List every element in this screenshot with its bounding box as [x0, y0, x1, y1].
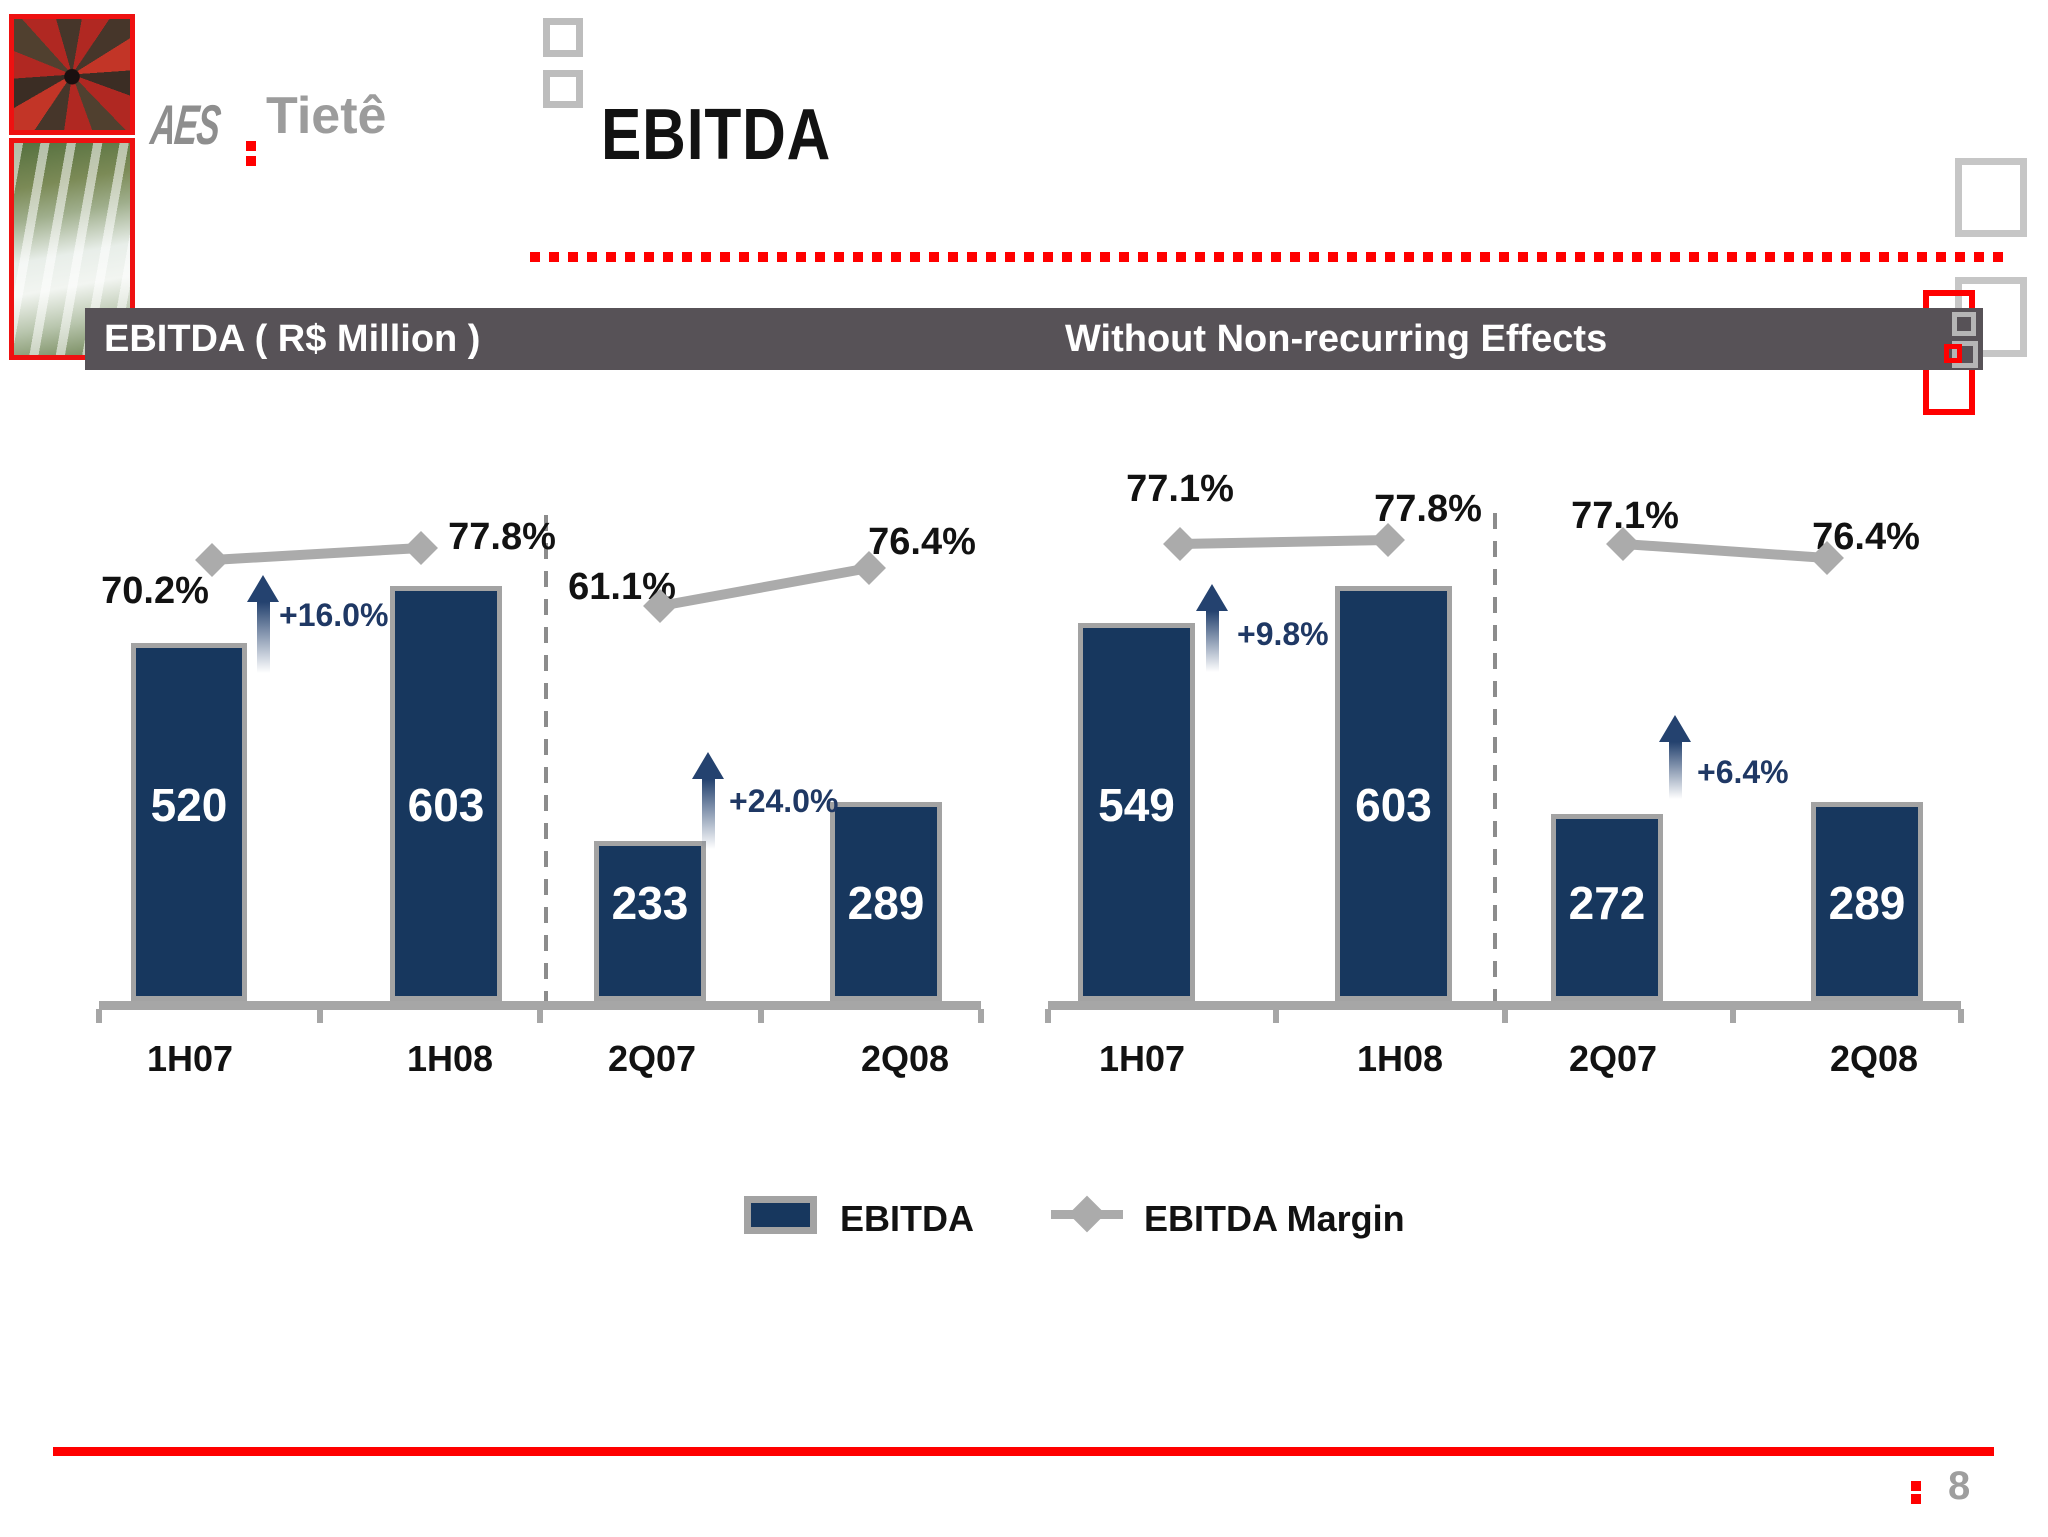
header-right-label: Without Non-recurring Effects — [1065, 318, 1608, 360]
margin-value-label: 77.8% — [1374, 488, 1482, 530]
arrow-tail — [1668, 742, 1682, 799]
legend-ebitda-label: EBITDA — [840, 1198, 974, 1239]
header-left-label: EBITDA ( R$ Million ) — [104, 318, 481, 360]
legend-bar-swatch-fill — [751, 1203, 810, 1227]
x-axis-label: 2Q08 — [860, 1038, 950, 1079]
margin-diamond-marker — [404, 531, 438, 565]
axis-tick — [1273, 1009, 1280, 1023]
x-axis-label: 2Q08 — [1829, 1038, 1919, 1079]
decor-square-icon — [1955, 158, 2027, 237]
legend-bar-swatch — [744, 1196, 817, 1234]
page-title: EBITDA — [601, 95, 832, 175]
growth-percent-label: +9.8% — [1237, 616, 1329, 652]
footer-colon-dot — [1911, 1494, 1921, 1504]
bar-value-label: 272 — [1568, 877, 1646, 929]
aes-logo: AES — [148, 93, 223, 156]
arrow-tail — [256, 602, 270, 673]
bar-1H08: 603 — [390, 586, 502, 1001]
logo-tiete-label: Tietê — [266, 87, 387, 145]
group-divider — [1493, 513, 1497, 1001]
arrow-tail — [1205, 611, 1219, 672]
arrow-head — [692, 752, 724, 779]
section-header-bar: EBITDA ( R$ Million ) Without Non-recurr… — [85, 308, 1983, 370]
margin-value-label: 76.4% — [1812, 516, 1920, 558]
axis-tick — [978, 1009, 984, 1023]
bar-value-label: 289 — [1828, 877, 1906, 929]
margin-value-label: 77.1% — [1571, 495, 1679, 537]
logo-colon-dot — [246, 141, 256, 151]
bar-value-label: 289 — [847, 877, 925, 929]
turbine-photo — [9, 14, 135, 135]
growth-percent-label: +16.0% — [279, 597, 389, 633]
footer-red-line — [53, 1447, 1994, 1456]
bar-2Q07: 233 — [594, 841, 706, 1001]
margin-line — [1179, 535, 1389, 549]
growth-arrow-icon — [247, 575, 279, 673]
x-axis-label: 2Q07 — [1568, 1038, 1658, 1079]
axis-tick — [96, 1009, 102, 1023]
decor-square-icon — [1952, 341, 1978, 368]
margin-line — [659, 563, 870, 611]
bar-value-label: 603 — [1355, 779, 1432, 831]
x-axis — [1048, 1001, 1961, 1010]
margin-value-label: 70.2% — [101, 570, 209, 612]
dotted-divider — [530, 252, 2012, 262]
bar-value-label: 520 — [150, 779, 228, 831]
bar-2Q08: 289 — [1811, 802, 1923, 1001]
arrow-head — [1196, 584, 1228, 611]
bar-value-label: 549 — [1098, 779, 1175, 831]
margin-value-label: 77.1% — [1126, 468, 1234, 510]
axis-tick — [757, 1009, 764, 1023]
arrow-head — [1659, 715, 1691, 742]
axis-tick — [1729, 1009, 1736, 1023]
decor-square-icon — [1952, 312, 1976, 336]
margin-line — [1622, 539, 1828, 563]
bar-1H08: 603 — [1335, 586, 1452, 1001]
margin-diamond-marker — [1163, 527, 1197, 561]
arrow-head — [247, 575, 279, 602]
bar-1H07: 549 — [1078, 623, 1195, 1001]
growth-arrow-icon — [1659, 715, 1691, 799]
axis-tick — [537, 1009, 543, 1023]
legend-diamond-icon — [1068, 1195, 1106, 1233]
axis-tick — [316, 1009, 323, 1023]
growth-percent-label: +24.0% — [729, 783, 839, 819]
bar-2Q07: 272 — [1551, 814, 1663, 1001]
growth-arrow-icon — [692, 752, 724, 849]
footer-colon-dot — [1911, 1481, 1921, 1491]
margin-value-label: 76.4% — [868, 521, 976, 563]
growth-percent-label: +6.4% — [1697, 754, 1789, 790]
axis-tick — [1045, 1009, 1051, 1023]
page-number: 8 — [1948, 1464, 1971, 1508]
margin-value-label: 61.1% — [568, 566, 676, 608]
arrow-tail — [701, 779, 715, 849]
dam-photo — [9, 138, 135, 360]
bar-value-label: 603 — [407, 779, 485, 831]
logo-colon-dot — [246, 156, 256, 166]
x-axis-label: 2Q07 — [607, 1038, 697, 1079]
bar-value-label: 233 — [611, 877, 689, 929]
decor-square-icon — [543, 70, 583, 108]
x-axis — [99, 1001, 981, 1010]
bar-2Q08: 289 — [830, 802, 942, 1001]
x-axis-label: 1H07 — [146, 1038, 234, 1079]
x-axis-label: 1H07 — [1098, 1038, 1186, 1079]
decor-red-square-icon — [1944, 344, 1962, 363]
decor-square-icon — [543, 18, 583, 57]
x-axis-label: 1H08 — [1356, 1038, 1444, 1079]
axis-tick — [1958, 1009, 1964, 1023]
legend-margin-label: EBITDA Margin — [1144, 1198, 1405, 1239]
growth-arrow-icon — [1196, 584, 1228, 672]
axis-tick — [1501, 1009, 1508, 1023]
group-divider — [544, 515, 548, 1001]
margin-value-label: 77.8% — [448, 516, 556, 558]
x-axis-label: 1H08 — [406, 1038, 494, 1079]
margin-line — [211, 543, 422, 565]
bar-1H07: 520 — [131, 643, 247, 1001]
